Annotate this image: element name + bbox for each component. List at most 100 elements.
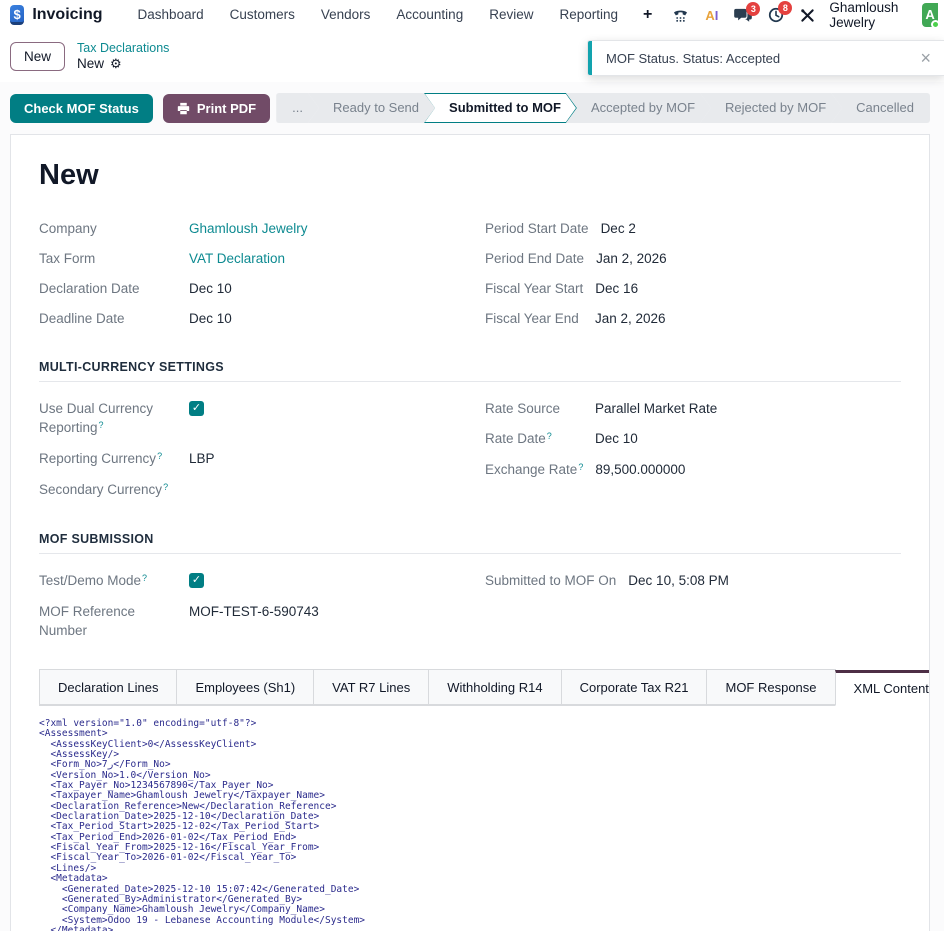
tab-employees-sh1[interactable]: Employees (Sh1) [176, 669, 315, 705]
field-submitted-on-value[interactable]: Dec 10, 5:08 PM [628, 573, 729, 588]
field-rate-source-label: Rate Source [485, 401, 561, 416]
tab-corporate-tax-r21[interactable]: Corporate Tax R21 [560, 669, 708, 705]
field-dual-currency-label: Use Dual Currency Reporting? [39, 401, 154, 435]
field-test-mode: Test/Demo Mode? ✓ [39, 566, 455, 597]
field-rate-source-value[interactable]: Parallel Market Rate [595, 401, 718, 416]
nav-item-vendors[interactable]: Vendors [320, 7, 371, 22]
print-pdf-button[interactable]: Print PDF [162, 93, 271, 123]
multicurrency-right: Rate Source Parallel Market Rate Rate Da… [485, 394, 901, 486]
field-declaration-date-value[interactable]: Dec 10 [189, 281, 232, 296]
presence-dot [931, 20, 940, 29]
mof-submission-right: Submitted to MOF On Dec 10, 5:08 PM [485, 566, 901, 596]
field-submitted-on: Submitted to MOF On Dec 10, 5:08 PM [485, 566, 901, 596]
top-navbar: $ Invoicing Dashboard Customers Vendors … [0, 0, 944, 30]
tab-xml-content[interactable]: XML Content [834, 670, 929, 706]
status-step-rejected-by-mof[interactable]: Rejected by MOF [700, 93, 842, 123]
status-step-ready-to-send[interactable]: Ready to Send [308, 93, 435, 123]
field-declaration-date: Declaration Date Dec 10 [39, 274, 455, 304]
nav-item-reporting[interactable]: Reporting [559, 7, 619, 22]
field-exchange-rate-label: Exchange Rate? [485, 462, 584, 477]
help-icon[interactable]: ? [163, 482, 169, 492]
field-company-label: Company [39, 221, 97, 236]
tab-vat-r7-lines[interactable]: VAT R7 Lines [313, 669, 430, 705]
test-mode-checkbox[interactable]: ✓ [189, 573, 204, 588]
field-mof-reference-value[interactable]: MOF-TEST-6-590743 [189, 604, 319, 619]
notification-toast: MOF Status. Status: Accepted × [587, 40, 944, 76]
help-icon[interactable]: ? [142, 573, 148, 583]
field-fiscal-year-start-value[interactable]: Dec 16 [595, 281, 639, 296]
section-mof-submission-title: MOF SUBMISSION [39, 532, 901, 554]
nav-item-customers[interactable]: Customers [229, 7, 295, 22]
header-fields-right: Period Start Date Dec 2 Period End Date … [485, 214, 901, 334]
field-secondary-currency: Secondary Currency? [39, 475, 455, 506]
breadcrumb-current: New ⚙ [77, 56, 169, 72]
app-title[interactable]: Invoicing [32, 6, 103, 23]
tab-declaration-lines[interactable]: Declaration Lines [39, 669, 178, 705]
help-icon[interactable]: ? [578, 462, 584, 472]
mof-submission-fields: Test/Demo Mode? ✓ MOF Reference Number M… [39, 566, 901, 645]
main-content: Check MOF Status Print PDF ... Ready to … [0, 82, 944, 931]
status-step-submitted-label: Submitted to MOF [425, 94, 576, 122]
field-rate-source: Rate Source Parallel Market Rate [485, 394, 901, 424]
field-rate-date-value[interactable]: Dec 10 [595, 431, 638, 446]
breadcrumb: Tax Declarations New ⚙ [77, 41, 169, 72]
voip-phone-icon[interactable] [672, 8, 689, 23]
field-secondary-currency-label: Secondary Currency? [39, 482, 169, 497]
status-step-cancelled[interactable]: Cancelled [831, 93, 930, 123]
activities-clock-icon[interactable]: 8 [768, 1, 793, 23]
status-arrow-bar: ... Ready to Send Submitted to MOF Accep… [276, 93, 930, 123]
ai-icon-letter-i: I [714, 7, 719, 23]
messages-icon[interactable]: 3 [734, 1, 761, 23]
field-fiscal-year-end-value[interactable]: Jan 2, 2026 [595, 311, 666, 326]
field-period-start-value[interactable]: Dec 2 [600, 221, 636, 236]
tab-withholding-r14[interactable]: Withholding R14 [428, 669, 562, 705]
header-fields: Company Ghamloush Jewelry Tax Form VAT D… [39, 214, 901, 334]
dual-currency-checkbox[interactable]: ✓ [189, 401, 204, 416]
field-tax-form-value[interactable]: VAT Declaration [189, 251, 286, 266]
field-dual-currency: Use Dual Currency Reporting? ✓ [39, 394, 455, 444]
field-period-end-label: Period End Date [485, 251, 585, 266]
field-reporting-currency-value[interactable]: LBP [189, 451, 215, 466]
activities-badge: 8 [778, 1, 793, 15]
field-company-value[interactable]: Ghamloush Jewelry [189, 221, 308, 236]
field-deadline-date-value[interactable]: Dec 10 [189, 311, 232, 326]
field-period-end-value[interactable]: Jan 2, 2026 [596, 251, 667, 266]
field-fiscal-year-end-label: Fiscal Year End [485, 311, 579, 326]
field-reporting-currency: Reporting Currency? LBP [39, 444, 455, 475]
field-submitted-on-label: Submitted to MOF On [485, 573, 617, 588]
multicurrency-fields: Use Dual Currency Reporting? ✓ Reporting… [39, 394, 901, 506]
new-record-button[interactable]: New [10, 41, 66, 71]
tab-mof-response[interactable]: MOF Response [706, 669, 836, 705]
printer-icon [177, 102, 190, 114]
field-fiscal-year-start: Fiscal Year Start Dec 16 [485, 274, 901, 304]
field-rate-date: Rate Date? Dec 10 [485, 424, 901, 455]
help-icon[interactable]: ? [546, 431, 552, 441]
status-step-accepted-by-mof[interactable]: Accepted by MOF [566, 93, 711, 123]
mof-submission-left: Test/Demo Mode? ✓ MOF Reference Number M… [39, 566, 455, 645]
nav-item-accounting[interactable]: Accounting [396, 7, 464, 22]
nav-item-review[interactable]: Review [489, 7, 534, 22]
breadcrumb-current-label: New [77, 56, 105, 71]
help-icon[interactable]: ? [98, 420, 104, 430]
field-rate-date-label: Rate Date? [485, 431, 552, 446]
invoicing-app-icon[interactable]: $ [10, 5, 25, 25]
debug-tools-icon[interactable] [800, 8, 815, 23]
toast-message: MOF Status. Status: Accepted [606, 50, 781, 66]
field-mof-reference: MOF Reference Number MOF-TEST-6-590743 [39, 597, 455, 645]
plus-icon[interactable]: + [643, 6, 653, 23]
xml-content-text[interactable]: <?xml version="1.0" encoding="utf-8"?> <… [39, 718, 366, 931]
help-icon[interactable]: ? [157, 451, 163, 461]
gear-icon[interactable]: ⚙ [110, 55, 122, 71]
xml-content-pane: <?xml version="1.0" encoding="utf-8"?> <… [39, 706, 901, 931]
field-exchange-rate-value[interactable]: 89,500.000000 [595, 462, 686, 477]
form-sheet: New Company Ghamloush Jewelry Tax Form V… [10, 134, 930, 931]
close-icon[interactable]: × [907, 49, 944, 67]
user-avatar[interactable]: A [922, 3, 940, 29]
company-switcher[interactable]: Ghamloush Jewelry [829, 0, 899, 30]
check-mof-status-button[interactable]: Check MOF Status [10, 93, 153, 123]
nav-item-dashboard[interactable]: Dashboard [137, 7, 204, 22]
breadcrumb-parent-link[interactable]: Tax Declarations [77, 40, 170, 55]
status-step-submitted-to-mof[interactable]: Submitted to MOF [424, 93, 577, 123]
field-fiscal-year-start-label: Fiscal Year Start [485, 281, 584, 296]
